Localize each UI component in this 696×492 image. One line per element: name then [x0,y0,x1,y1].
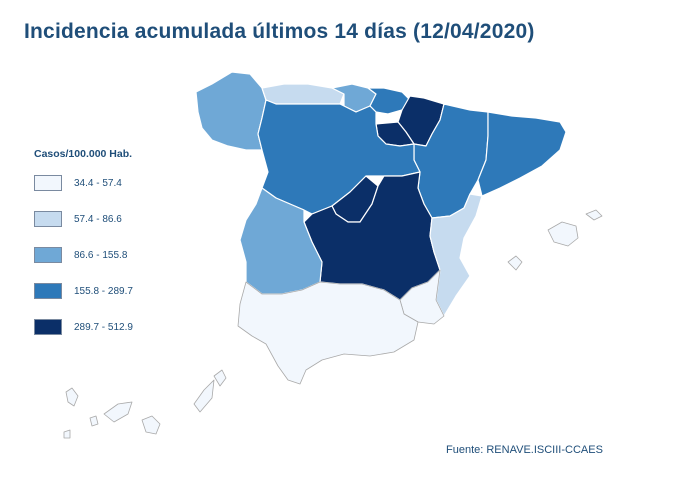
region-galicia[interactable]: Galicia [195,71,267,151]
region-canarias[interactable]: Canarias [141,415,161,435]
region-canarias[interactable]: Canarias [65,387,79,407]
legend-label: 289.7 - 512.9 [74,321,133,333]
region-canarias[interactable]: Canarias [213,369,227,387]
legend-swatch [34,175,62,191]
map-title: Incidencia acumulada últimos 14 días (12… [24,20,535,43]
legend-swatch [34,319,62,335]
region-illes-balears[interactable]: Illes Balears [507,255,523,271]
legend-title: Casos/100.000 Hab. [34,148,133,160]
legend-swatch [34,211,62,227]
region-illes-balears[interactable]: Illes Balears [585,209,603,221]
region-cataluna[interactable]: Cataluña [477,111,567,197]
legend-swatch [34,283,62,299]
region-canarias[interactable]: Canarias [63,429,71,439]
region-andalucia[interactable]: Andalucía [237,281,419,385]
legend-item: 289.7 - 512.9 [34,318,194,336]
legend: Casos/100.000 Hab. 34.4 - 57.4 57.4 - 86… [34,148,194,354]
legend-label: 34.4 - 57.4 [74,177,122,189]
region-canarias[interactable]: Canarias [103,401,133,423]
legend-label: 155.8 - 289.7 [74,285,133,297]
source-note: Fuente: RENAVE.ISCIII-CCAES [446,444,603,456]
legend-label: 57.4 - 86.6 [74,213,122,225]
region-pais-vasco[interactable]: País Vasco [367,87,411,115]
legend-label: 86.6 - 155.8 [74,249,128,261]
region-canarias[interactable]: Canarias [89,415,99,427]
legend-item: 57.4 - 86.6 [34,210,194,228]
legend-item: 34.4 - 57.4 [34,174,194,192]
region-illes-balears[interactable]: Illes Balears [547,221,579,247]
legend-item: 86.6 - 155.8 [34,246,194,264]
region-canarias[interactable]: Canarias [193,379,215,413]
legend-swatch [34,247,62,263]
region-asturias[interactable]: Asturias [261,83,345,105]
legend-item: 155.8 - 289.7 [34,282,194,300]
